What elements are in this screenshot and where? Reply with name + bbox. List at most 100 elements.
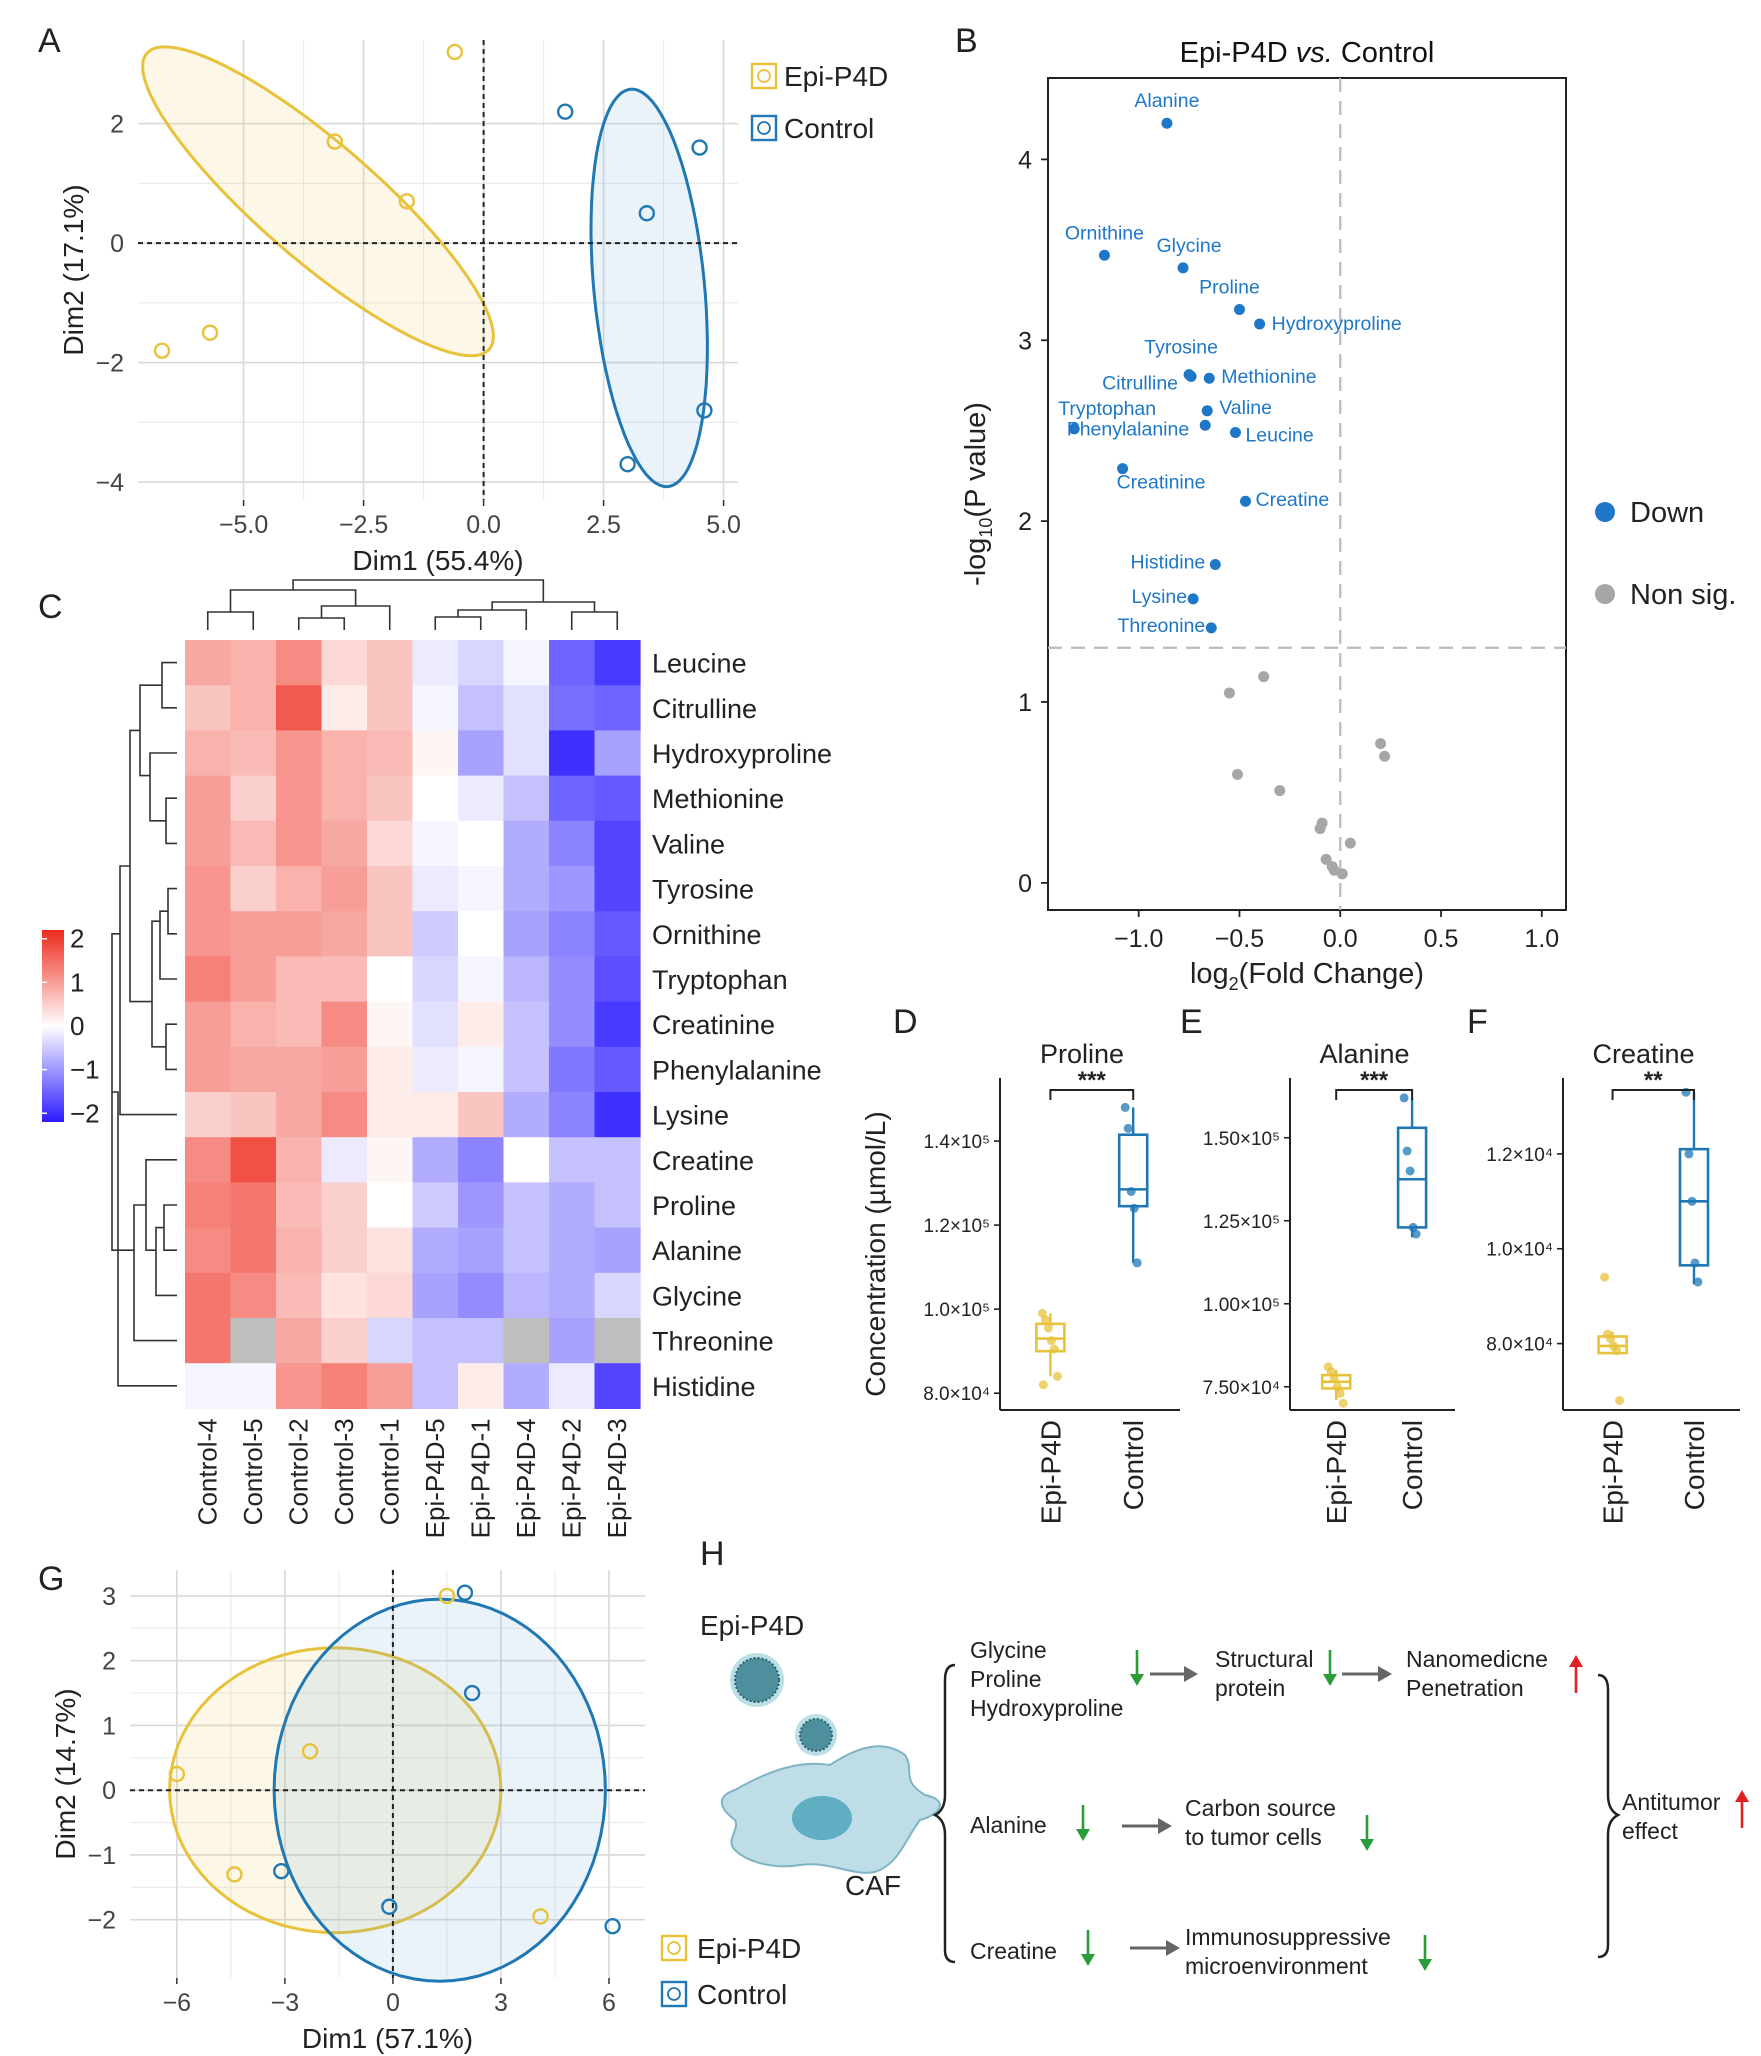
heat-cell-creatine-control-3 xyxy=(321,1137,368,1183)
heat-cell-ornithine-control-4 xyxy=(185,911,232,957)
down-label-threonine: Threonine xyxy=(1117,615,1205,637)
heat-cell-lysine-epi-p4d-5 xyxy=(412,1092,459,1138)
legend-down-marker xyxy=(1595,502,1615,522)
heat-cell-alanine-control-3 xyxy=(321,1227,368,1274)
panel-label-b: B xyxy=(955,22,978,60)
heat-cell-hydroxyproline-control-2 xyxy=(276,730,323,777)
heat-cell-hydroxyproline-epi-p4d-2 xyxy=(549,730,596,777)
panel-e: E Alanine 7.50×10⁴ 1.00×10⁵ 1.25×10⁵ 1.50×10⁵… xyxy=(1180,1003,1455,1524)
heat-cell-glycine-epi-p4d-4 xyxy=(503,1272,550,1319)
x-tick-label-control: Control xyxy=(1118,1420,1149,1510)
column-dendrogram-branch xyxy=(457,609,528,630)
heat-cell-alanine-epi-p4d-1 xyxy=(458,1227,505,1274)
epi-p4d-ellipse xyxy=(141,45,495,358)
heat-cell-methionine-epi-p4d-1 xyxy=(458,775,505,822)
heat-cell-citrulline-epi-p4d-1 xyxy=(458,685,505,731)
heat-cell-methionine-control-1 xyxy=(367,775,414,822)
heat-cell-histidine-epi-p4d-5 xyxy=(412,1363,459,1409)
epi-p4d-legend-label: Epi-P4D xyxy=(784,61,888,92)
row-dendrogram-branch xyxy=(159,910,177,980)
heat-cell-threonine-epi-p4d-4 xyxy=(503,1318,550,1364)
row-label-glycine: Glycine xyxy=(652,1281,742,1311)
metabolites-row-1: Proline xyxy=(970,1666,1042,1692)
heat-cell-glycine-epi-p4d-5 xyxy=(412,1272,459,1319)
heat-cell-creatinine-epi-p4d-3 xyxy=(594,1001,641,1048)
epi-p4d-legend-key xyxy=(750,62,778,90)
heat-cell-phenylalanine-epi-p4d-4 xyxy=(503,1046,550,1093)
significance-bracket xyxy=(1611,1089,1695,1100)
epi-p4d-legend-key xyxy=(660,1934,688,1962)
down-point-tryptophan xyxy=(1068,423,1080,435)
significance-label: *** xyxy=(1078,1067,1107,1094)
heat-cell-glycine-control-2 xyxy=(276,1272,323,1319)
heat-cell-leucine-control-4 xyxy=(185,640,232,686)
heat-cell-valine-control-1 xyxy=(367,820,414,867)
nonsig-point xyxy=(1258,671,1270,683)
nonsig-point xyxy=(1274,785,1286,797)
heat-cell-phenylalanine-epi-p4d-5 xyxy=(412,1046,459,1093)
heat-cell-proline-control-3 xyxy=(321,1182,368,1229)
significance-bracket xyxy=(1335,1089,1414,1100)
x-axis-label: Dim1 (57.1%) xyxy=(302,2023,473,2054)
title-vs: vs. xyxy=(1296,37,1333,69)
heat-cell-threonine-epi-p4d-3 xyxy=(594,1318,641,1364)
row-label-leucine: Leucine xyxy=(652,649,747,679)
heat-cell-alanine-epi-p4d-3 xyxy=(594,1227,641,1274)
antitumor-effect-label: Antitumor xyxy=(1622,1789,1721,1815)
epi-p4d-point xyxy=(201,324,219,341)
heat-cell-creatinine-epi-p4d-1 xyxy=(458,1001,505,1048)
epi-p4d-point xyxy=(1606,1334,1616,1344)
heat-cell-tryptophan-control-3 xyxy=(321,956,368,1003)
effect-row-1: protein xyxy=(1215,1675,1285,1701)
heat-cell-proline-control-4 xyxy=(185,1182,232,1229)
down-label-alanine: Alanine xyxy=(1134,90,1199,112)
heat-cell-tyrosine-control-2 xyxy=(276,866,323,912)
heat-cell-creatinine-epi-p4d-2 xyxy=(549,1001,596,1048)
y-axis-label: Concentration (µmol/L) xyxy=(860,1111,891,1396)
heat-cell-methionine-control-5 xyxy=(230,775,277,822)
color-legend-label: 1 xyxy=(70,967,84,997)
heat-cell-tryptophan-epi-p4d-4 xyxy=(503,956,550,1003)
metabolites-row-3: Creatine xyxy=(970,1938,1057,1964)
down-point-alanine xyxy=(1161,117,1173,129)
down-point-proline xyxy=(1233,304,1245,316)
flow-arrow-head xyxy=(1378,1666,1392,1682)
row-label-creatinine: Creatinine xyxy=(652,1010,775,1040)
x-tick-label: 0.5 xyxy=(1424,925,1459,953)
x-tick-label: 2.5 xyxy=(586,511,621,539)
heat-cell-threonine-control-5 xyxy=(230,1318,277,1364)
control-point xyxy=(1693,1277,1703,1287)
y-axis-label: -log10(P value) xyxy=(960,402,996,586)
nonsig-point xyxy=(1375,738,1387,750)
caf-label: CAF xyxy=(845,1870,901,1901)
row-dendrogram-branch xyxy=(139,684,162,777)
heat-cell-creatine-epi-p4d-1 xyxy=(458,1137,505,1183)
legend-nonsig-marker xyxy=(1595,584,1615,604)
row-label-phenylalanine: Phenylalanine xyxy=(652,1055,822,1085)
heat-cell-threonine-control-1 xyxy=(367,1318,414,1364)
epi-p4d-point xyxy=(1615,1396,1625,1406)
panel-g: G −6 −3 0 3 6 −2 −1 0 1 2 3 Dim1 (57.1%) Dim2 (14.7%)… xyxy=(38,1560,801,2054)
heat-cell-citrulline-epi-p4d-4 xyxy=(503,685,550,731)
nonsig-point xyxy=(1344,837,1356,849)
heat-cell-alanine-control-4 xyxy=(185,1227,232,1274)
heat-cell-lysine-epi-p4d-4 xyxy=(503,1092,550,1138)
y-tick-label: −1 xyxy=(87,1842,116,1870)
down-label-hydroxyproline: Hydroxyproline xyxy=(1272,313,1402,335)
down-point-creatinine xyxy=(1117,463,1129,475)
flow-arrow-head xyxy=(1184,1666,1198,1682)
row-dendrogram-branch xyxy=(167,887,177,935)
heat-cell-histidine-control-1 xyxy=(367,1363,414,1409)
heat-cell-citrulline-control-2 xyxy=(276,685,323,731)
heat-cell-tryptophan-control-2 xyxy=(276,956,323,1003)
down-point-lysine xyxy=(1187,593,1199,605)
heat-cell-histidine-control-2 xyxy=(276,1363,323,1409)
heat-cell-leucine-control-2 xyxy=(276,640,323,686)
y-tick-label: −4 xyxy=(95,469,124,497)
heat-cell-lysine-epi-p4d-1 xyxy=(458,1092,505,1138)
panel-c: C Leucine Citrulline Hydroxyproline Methioni… xyxy=(38,579,832,1538)
heat-cell-alanine-control-2 xyxy=(276,1227,323,1274)
down-point-ornithine xyxy=(1098,249,1110,261)
column-dendrogram-branch xyxy=(434,616,482,630)
heat-cell-glycine-control-5 xyxy=(230,1272,277,1319)
